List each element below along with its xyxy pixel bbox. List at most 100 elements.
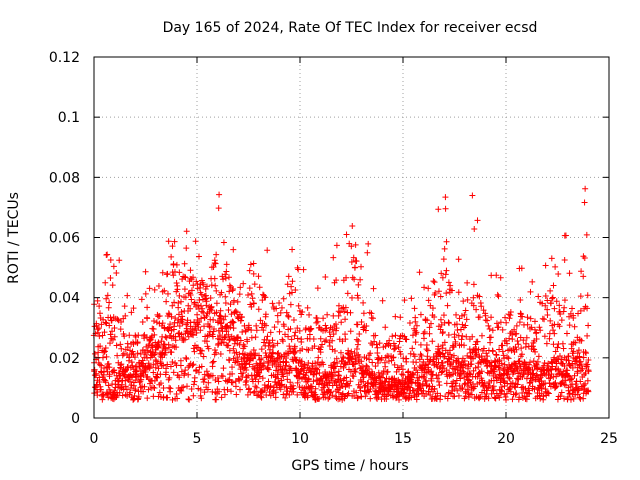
- data-point: [266, 339, 273, 346]
- data-point: [583, 231, 590, 238]
- data-point: [423, 346, 430, 353]
- data-point: [552, 384, 559, 391]
- data-point: [288, 336, 295, 343]
- data-point: [195, 369, 202, 376]
- data-point: [557, 393, 564, 400]
- data-point: [352, 366, 359, 373]
- data-point: [229, 287, 236, 294]
- data-point: [230, 286, 237, 293]
- y-tick-label: 0.1: [58, 110, 80, 126]
- data-point: [109, 328, 116, 335]
- data-point: [507, 388, 514, 395]
- data-point: [201, 323, 208, 330]
- data-point: [354, 292, 361, 299]
- data-point: [279, 336, 286, 343]
- data-point: [444, 302, 451, 309]
- data-point: [132, 386, 139, 393]
- data-point: [260, 327, 267, 334]
- data-point: [295, 375, 302, 382]
- data-point: [150, 384, 157, 391]
- data-point: [552, 348, 559, 355]
- data-point: [337, 363, 344, 370]
- data-point: [174, 282, 181, 289]
- data-point: [105, 382, 112, 389]
- data-point: [267, 329, 274, 336]
- data-point: [126, 354, 133, 361]
- data-point: [163, 298, 170, 305]
- data-point: [298, 336, 305, 343]
- data-point: [120, 350, 127, 357]
- data-point: [348, 259, 355, 266]
- data-point: [104, 292, 111, 299]
- data-point: [523, 334, 530, 341]
- data-point: [305, 376, 312, 383]
- data-point: [541, 333, 548, 340]
- data-point: [331, 369, 338, 376]
- data-point: [225, 331, 232, 338]
- data-point: [535, 353, 542, 360]
- data-point: [437, 293, 444, 300]
- data-point: [355, 356, 362, 363]
- data-point: [215, 340, 222, 347]
- data-point: [506, 335, 513, 342]
- data-point: [501, 391, 508, 398]
- data-point: [453, 311, 460, 318]
- data-point: [443, 380, 450, 387]
- data-point: [299, 308, 306, 315]
- data-point: [312, 360, 319, 367]
- data-point: [253, 372, 260, 379]
- data-point: [245, 292, 252, 299]
- data-point: [197, 302, 204, 309]
- data-point: [288, 283, 295, 290]
- data-point: [187, 292, 194, 299]
- data-point: [190, 274, 197, 281]
- data-point: [521, 359, 528, 366]
- data-point: [370, 285, 377, 292]
- data-point: [107, 257, 114, 264]
- data-point: [539, 315, 546, 322]
- data-point: [236, 386, 243, 393]
- data-point: [496, 394, 503, 401]
- data-point: [435, 378, 442, 385]
- data-point: [429, 305, 436, 312]
- data-point: [490, 387, 497, 394]
- data-point: [131, 392, 138, 399]
- data-point: [352, 241, 359, 248]
- data-point: [367, 350, 374, 357]
- data-point: [507, 384, 514, 391]
- data-point: [182, 274, 189, 281]
- data-point: [282, 394, 289, 401]
- data-point: [153, 319, 160, 326]
- data-point: [425, 297, 432, 304]
- data-point: [210, 263, 217, 270]
- data-point: [351, 264, 358, 271]
- data-point: [401, 297, 408, 304]
- data-point: [553, 298, 560, 305]
- data-point: [406, 319, 413, 326]
- data-point: [571, 323, 578, 330]
- data-point: [153, 358, 160, 365]
- data-point: [294, 379, 301, 386]
- data-point: [178, 308, 185, 315]
- data-point: [100, 349, 107, 356]
- data-point: [232, 308, 239, 315]
- data-point: [319, 341, 326, 348]
- data-point: [582, 370, 589, 377]
- data-point: [258, 324, 265, 331]
- data-point: [523, 340, 530, 347]
- data-point: [183, 383, 190, 390]
- axis-ticks: 0 5 10 15 20 25 0 0.02 0.04 0.06 0.08 0.1 0.12: [49, 50, 618, 447]
- data-point: [436, 382, 443, 389]
- data-point: [174, 395, 181, 402]
- data-point: [173, 279, 180, 286]
- data-point: [521, 359, 528, 366]
- data-point: [248, 327, 255, 334]
- data-point: [193, 278, 200, 285]
- data-point: [195, 302, 202, 309]
- data-point: [375, 359, 382, 366]
- data-point: [367, 395, 374, 402]
- data-point: [166, 344, 173, 351]
- y-tick-label: 0.02: [49, 351, 80, 367]
- data-point: [155, 339, 162, 346]
- data-point: [570, 348, 577, 355]
